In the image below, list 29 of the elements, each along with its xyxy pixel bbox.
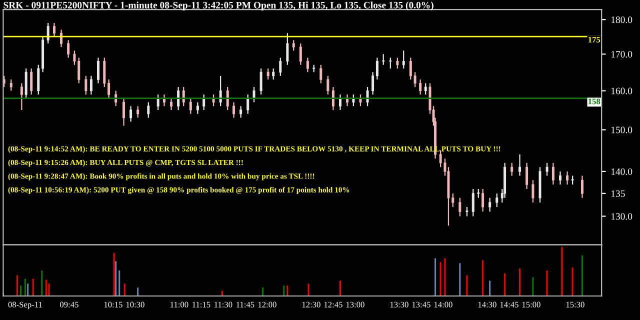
- x-tick-label: 15:30: [566, 302, 584, 308]
- x-tick-label: 13:00: [346, 302, 364, 308]
- x-tick-label: 12:45: [324, 302, 342, 308]
- x-tick-label: 08-Sep-11: [8, 302, 42, 310]
- y-tick-label: 150.0: [611, 126, 632, 134]
- y-tick-label: 135: [611, 190, 625, 197]
- x-tick-label: 10:30: [126, 302, 144, 308]
- y-tick-label: 140.0: [611, 168, 632, 175]
- ref-line-label: 158: [588, 98, 600, 104]
- x-tick-label: 14:00: [434, 302, 452, 308]
- x-tick-label: 14:30: [478, 302, 496, 308]
- chart-title: SRK - 0911PE5200NIFTY - 1-minute 08-Sep-11 3:42:05 PM Open 135, Hi 135, Lo 135, Close 135 (0.0%): [4, 2, 434, 10]
- x-tick-label: 10:15: [104, 302, 122, 308]
- x-tick-label: 15:00: [522, 302, 540, 308]
- x-tick-label: 11:30: [214, 302, 232, 308]
- x-tick-label: 13:30: [390, 302, 408, 308]
- x-tick-label: 13:45: [412, 302, 430, 308]
- x-tick-label: 12:30: [302, 302, 320, 308]
- x-tick-label: 14:45: [500, 302, 518, 308]
- y-tick-label: 160.0: [611, 88, 632, 94]
- ref-line-label: 175: [588, 36, 600, 42]
- x-tick-label: 11:45: [236, 302, 254, 308]
- x-tick-label: 09:45: [60, 302, 78, 308]
- x-tick-label: 11:15: [192, 302, 210, 308]
- y-tick-label: 130.0: [611, 213, 632, 220]
- x-tick-label: 11:00: [170, 302, 188, 308]
- y-tick-label: 180.0: [611, 16, 632, 24]
- y-tick-label: 170.0: [611, 51, 632, 58]
- x-tick-label: 12:00: [258, 302, 276, 308]
